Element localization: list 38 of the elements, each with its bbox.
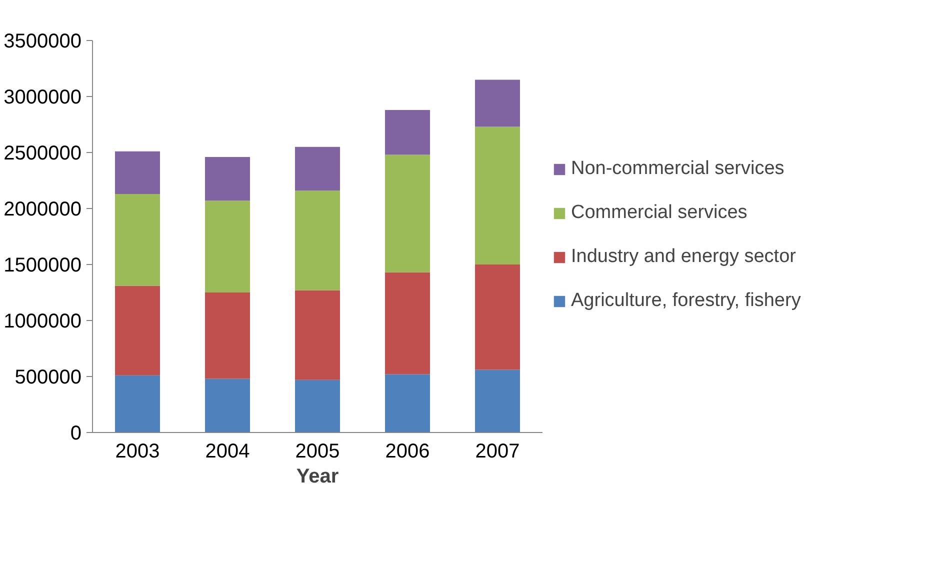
- legend-label: Industry and energy sector: [571, 246, 796, 268]
- y-tick-label: 2500000: [4, 142, 82, 164]
- bar: [385, 272, 430, 374]
- y-tick-label: 1500000: [4, 254, 82, 276]
- bar: [295, 380, 340, 432]
- bar: [115, 286, 160, 376]
- bar: [475, 370, 520, 432]
- legend-label: Commercial services: [571, 202, 748, 224]
- bar: [385, 110, 430, 155]
- bar: [475, 80, 520, 127]
- x-tick-label: 2003: [115, 440, 160, 462]
- y-tick-label: 3500000: [4, 30, 82, 52]
- legend-label: Agriculture, forestry, fishery: [571, 290, 801, 312]
- bar: [205, 200, 250, 292]
- y-tick-label: 0: [70, 422, 82, 444]
- bar: [115, 194, 160, 286]
- bar: [205, 156, 250, 201]
- y-tick-label: 500000: [14, 366, 82, 388]
- legend-label: Non-commercial services: [571, 158, 784, 180]
- x-axis-title: Year: [296, 466, 339, 488]
- x-tick-label: 2007: [475, 440, 520, 462]
- bar: [385, 154, 430, 272]
- bar: [295, 190, 340, 290]
- x-tick-label: 2004: [205, 440, 250, 462]
- bar: [475, 126, 520, 264]
- bar: [205, 378, 250, 432]
- bar: [115, 151, 160, 194]
- x-tick-label: 2006: [385, 440, 430, 462]
- y-tick-label: 2000000: [4, 198, 82, 220]
- y-tick-label: 1000000: [4, 310, 82, 332]
- bar: [115, 375, 160, 432]
- bar: [295, 146, 340, 191]
- bar: [205, 292, 250, 379]
- y-tick-label: 3000000: [4, 86, 82, 108]
- bar: [385, 374, 430, 432]
- bar: [295, 290, 340, 380]
- x-tick-label: 2005: [295, 440, 340, 462]
- bar: [475, 264, 520, 370]
